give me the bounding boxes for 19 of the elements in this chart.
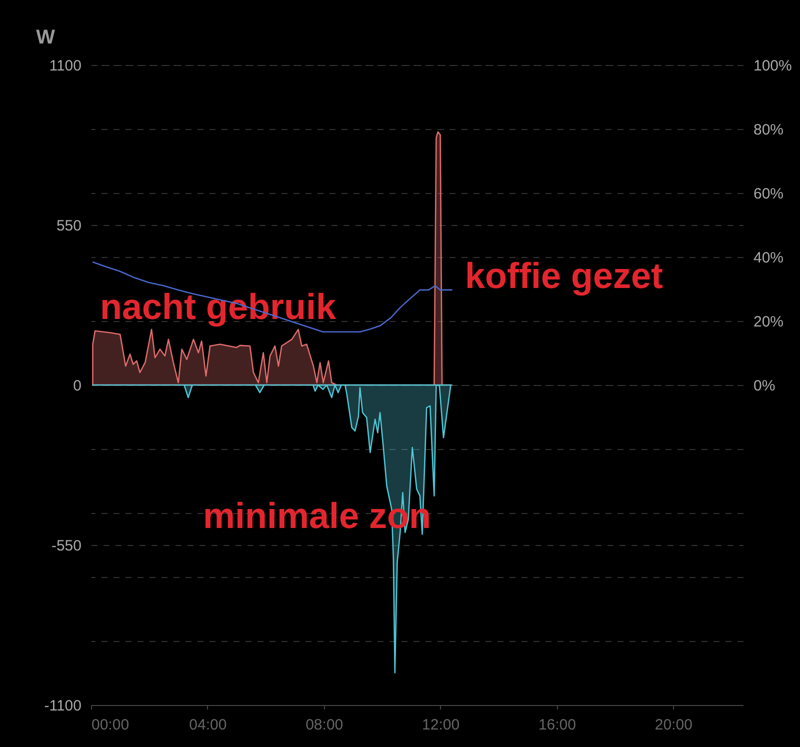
- y-tick-label: 1100: [49, 58, 82, 74]
- x-tick-label: 12:00: [422, 716, 460, 734]
- y2-tick-label: 40%: [754, 250, 784, 266]
- x-tick-label: 04:00: [189, 716, 227, 734]
- y-tick-label: -1100: [44, 698, 82, 714]
- y-tick-label: -550: [51, 538, 82, 554]
- y-axis-title: W: [36, 26, 56, 48]
- annotation: koffie gezet: [465, 255, 664, 296]
- y-tick-label: 0: [73, 378, 82, 394]
- y2-tick-label: 100%: [754, 58, 792, 74]
- y2-tick-label: 60%: [754, 186, 784, 202]
- y2-tick-label: 20%: [754, 314, 784, 330]
- x-tick-label: 08:00: [306, 716, 344, 734]
- y2-tick-label: 0%: [754, 378, 776, 394]
- x-tick-label: 16:00: [538, 716, 576, 734]
- x-tick-label: 00:00: [92, 716, 130, 734]
- x-tick-label: 20:00: [654, 716, 692, 734]
- y2-tick-label: 80%: [754, 122, 784, 138]
- y-tick-label: 550: [56, 218, 82, 234]
